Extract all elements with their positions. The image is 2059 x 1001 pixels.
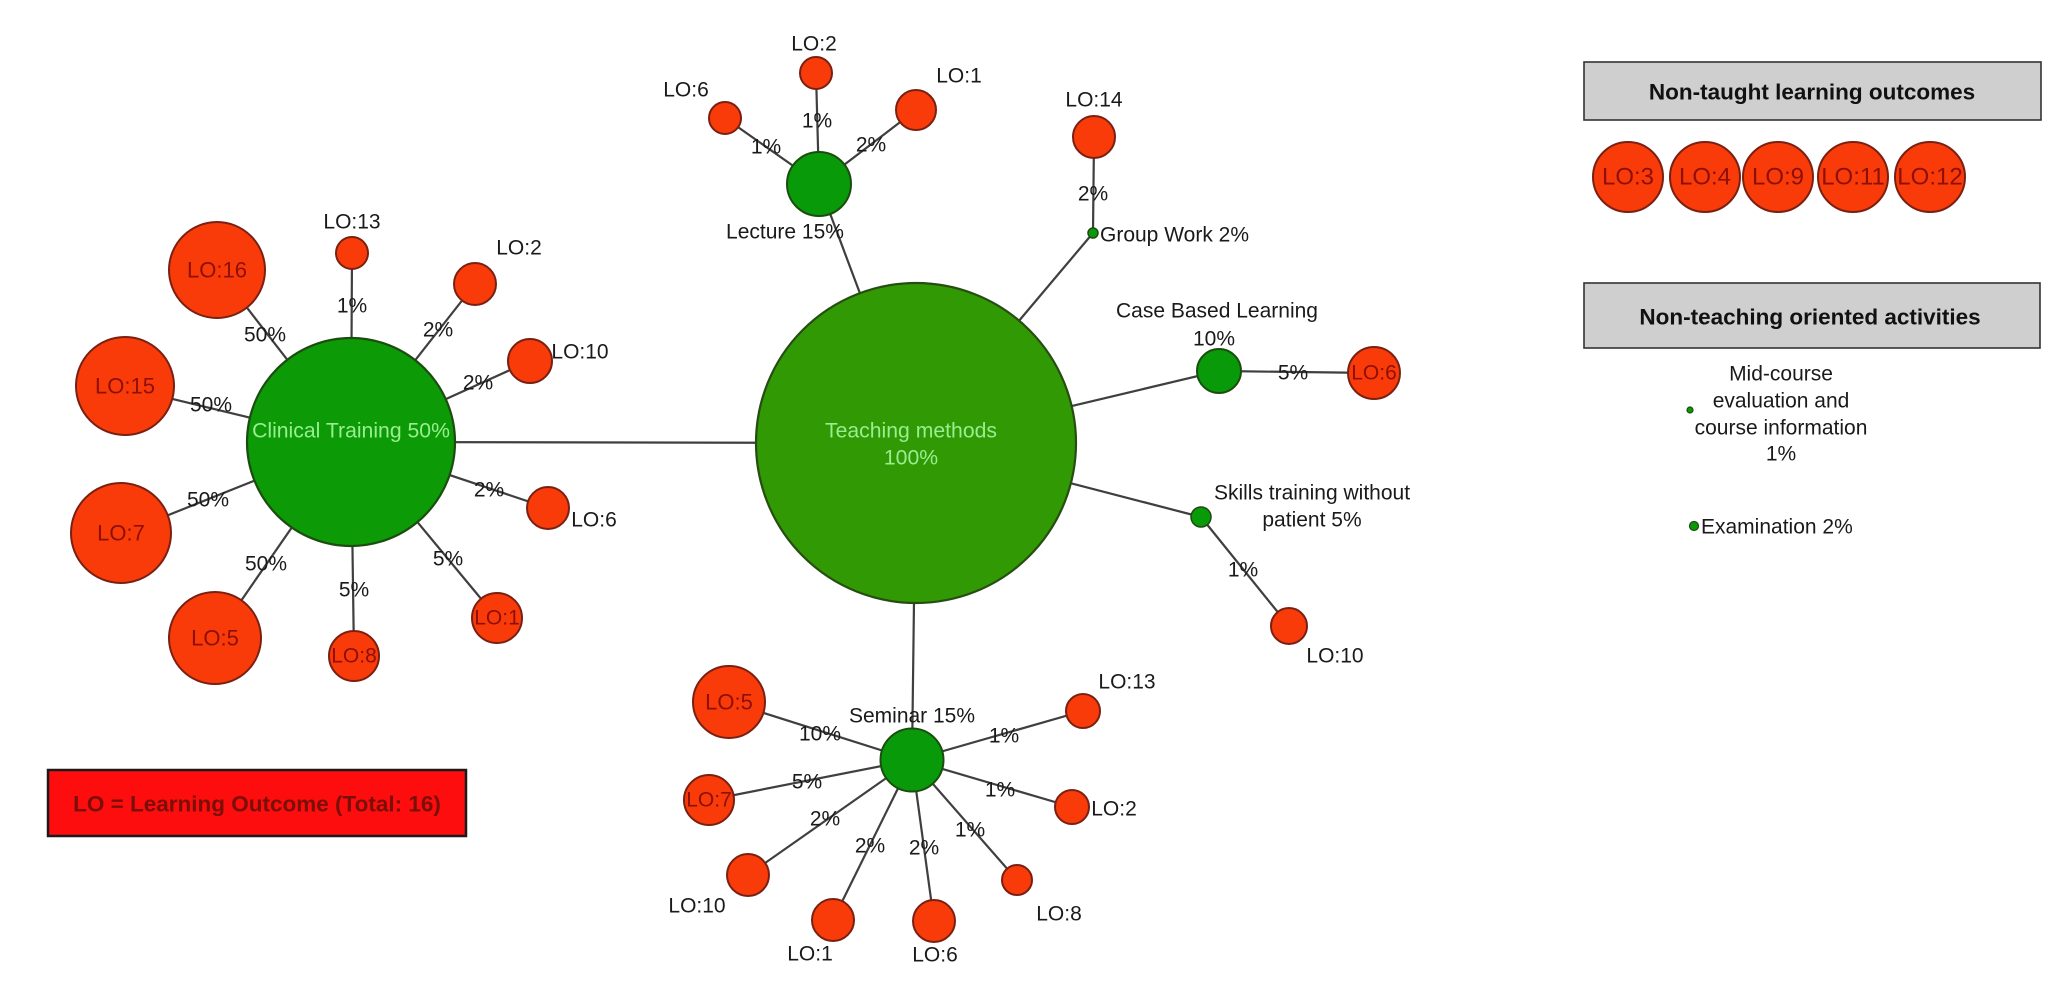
svg-text:Non-taught learning outcomes: Non-taught learning outcomes [1649, 80, 1975, 105]
svg-text:50%: 50% [190, 394, 232, 417]
svg-text:Lecture 15%: Lecture 15% [726, 221, 844, 244]
svg-text:1%: 1% [1228, 559, 1258, 582]
svg-text:50%: 50% [244, 324, 286, 347]
svg-text:1%: 1% [1766, 443, 1796, 466]
svg-text:LO:3: LO:3 [1602, 164, 1654, 191]
svg-text:LO:10: LO:10 [551, 341, 608, 364]
svg-text:LO:5: LO:5 [191, 626, 239, 651]
svg-text:2%: 2% [423, 319, 453, 342]
svg-text:1%: 1% [751, 136, 781, 159]
svg-text:2%: 2% [463, 372, 493, 395]
svg-text:Skills training without: Skills training without [1214, 482, 1410, 505]
svg-text:LO:1: LO:1 [936, 65, 982, 88]
svg-text:2%: 2% [856, 134, 886, 157]
svg-text:LO:6: LO:6 [663, 79, 709, 102]
svg-text:5%: 5% [339, 579, 369, 602]
svg-text:LO:8: LO:8 [1036, 903, 1082, 926]
svg-text:50%: 50% [187, 489, 229, 512]
svg-text:2%: 2% [474, 479, 504, 502]
svg-text:LO:8: LO:8 [331, 645, 377, 668]
svg-text:1%: 1% [989, 725, 1019, 748]
svg-text:LO:14: LO:14 [1065, 89, 1123, 112]
svg-text:LO:1: LO:1 [474, 607, 520, 630]
svg-text:course information: course information [1695, 417, 1868, 440]
svg-text:LO:5: LO:5 [705, 690, 753, 715]
svg-text:1%: 1% [955, 819, 985, 842]
svg-text:5%: 5% [433, 548, 463, 571]
svg-text:LO:2: LO:2 [791, 33, 837, 56]
svg-text:LO:7: LO:7 [686, 789, 732, 812]
svg-text:Mid-course: Mid-course [1729, 363, 1833, 386]
svg-text:Seminar 15%: Seminar 15% [849, 705, 975, 728]
svg-text:1%: 1% [985, 779, 1015, 802]
svg-text:2%: 2% [855, 835, 885, 858]
svg-text:2%: 2% [810, 808, 840, 831]
svg-text:LO:12: LO:12 [1897, 164, 1962, 191]
svg-text:LO:13: LO:13 [1098, 671, 1155, 694]
svg-text:LO:13: LO:13 [323, 211, 380, 234]
svg-text:LO:15: LO:15 [95, 374, 155, 399]
svg-text:LO:10: LO:10 [1306, 645, 1363, 668]
svg-text:LO:1: LO:1 [787, 943, 833, 966]
svg-text:LO:2: LO:2 [1091, 798, 1137, 821]
svg-text:50%: 50% [245, 553, 287, 576]
svg-text:Group Work 2%: Group Work 2% [1100, 224, 1249, 247]
svg-text:LO:11: LO:11 [1821, 164, 1885, 191]
svg-text:Examination 2%: Examination 2% [1701, 516, 1853, 539]
svg-text:LO:6: LO:6 [1351, 362, 1397, 385]
svg-text:Non-teaching oriented activiti: Non-teaching oriented activities [1639, 305, 1980, 330]
svg-text:LO:4: LO:4 [1679, 164, 1731, 191]
svg-text:Clinical Training 50%: Clinical Training 50% [252, 420, 450, 443]
svg-text:Teaching methods: Teaching methods [825, 420, 997, 443]
svg-text:LO:6: LO:6 [571, 509, 617, 532]
svg-text:Case Based Learning: Case Based Learning [1116, 300, 1318, 323]
svg-text:LO:6: LO:6 [912, 944, 958, 967]
svg-text:2%: 2% [1078, 183, 1108, 206]
svg-text:10%: 10% [799, 723, 841, 746]
svg-text:LO = Learning Outcome (Total:: LO = Learning Outcome (Total: 16) [73, 792, 441, 817]
svg-text:10%: 10% [1193, 328, 1235, 351]
svg-text:LO:2: LO:2 [496, 237, 542, 260]
svg-text:LO:16: LO:16 [187, 258, 247, 283]
svg-text:evaluation and: evaluation and [1713, 390, 1850, 413]
svg-text:LO:7: LO:7 [97, 521, 145, 546]
svg-text:5%: 5% [1278, 362, 1308, 385]
svg-text:LO:9: LO:9 [1752, 164, 1804, 191]
svg-text:1%: 1% [802, 110, 832, 133]
svg-text:5%: 5% [792, 771, 822, 794]
svg-text:patient 5%: patient 5% [1262, 509, 1361, 532]
svg-text:1%: 1% [337, 295, 367, 318]
svg-text:2%: 2% [909, 837, 939, 860]
svg-text:LO:10: LO:10 [668, 895, 725, 918]
svg-text:100%: 100% [884, 447, 938, 470]
